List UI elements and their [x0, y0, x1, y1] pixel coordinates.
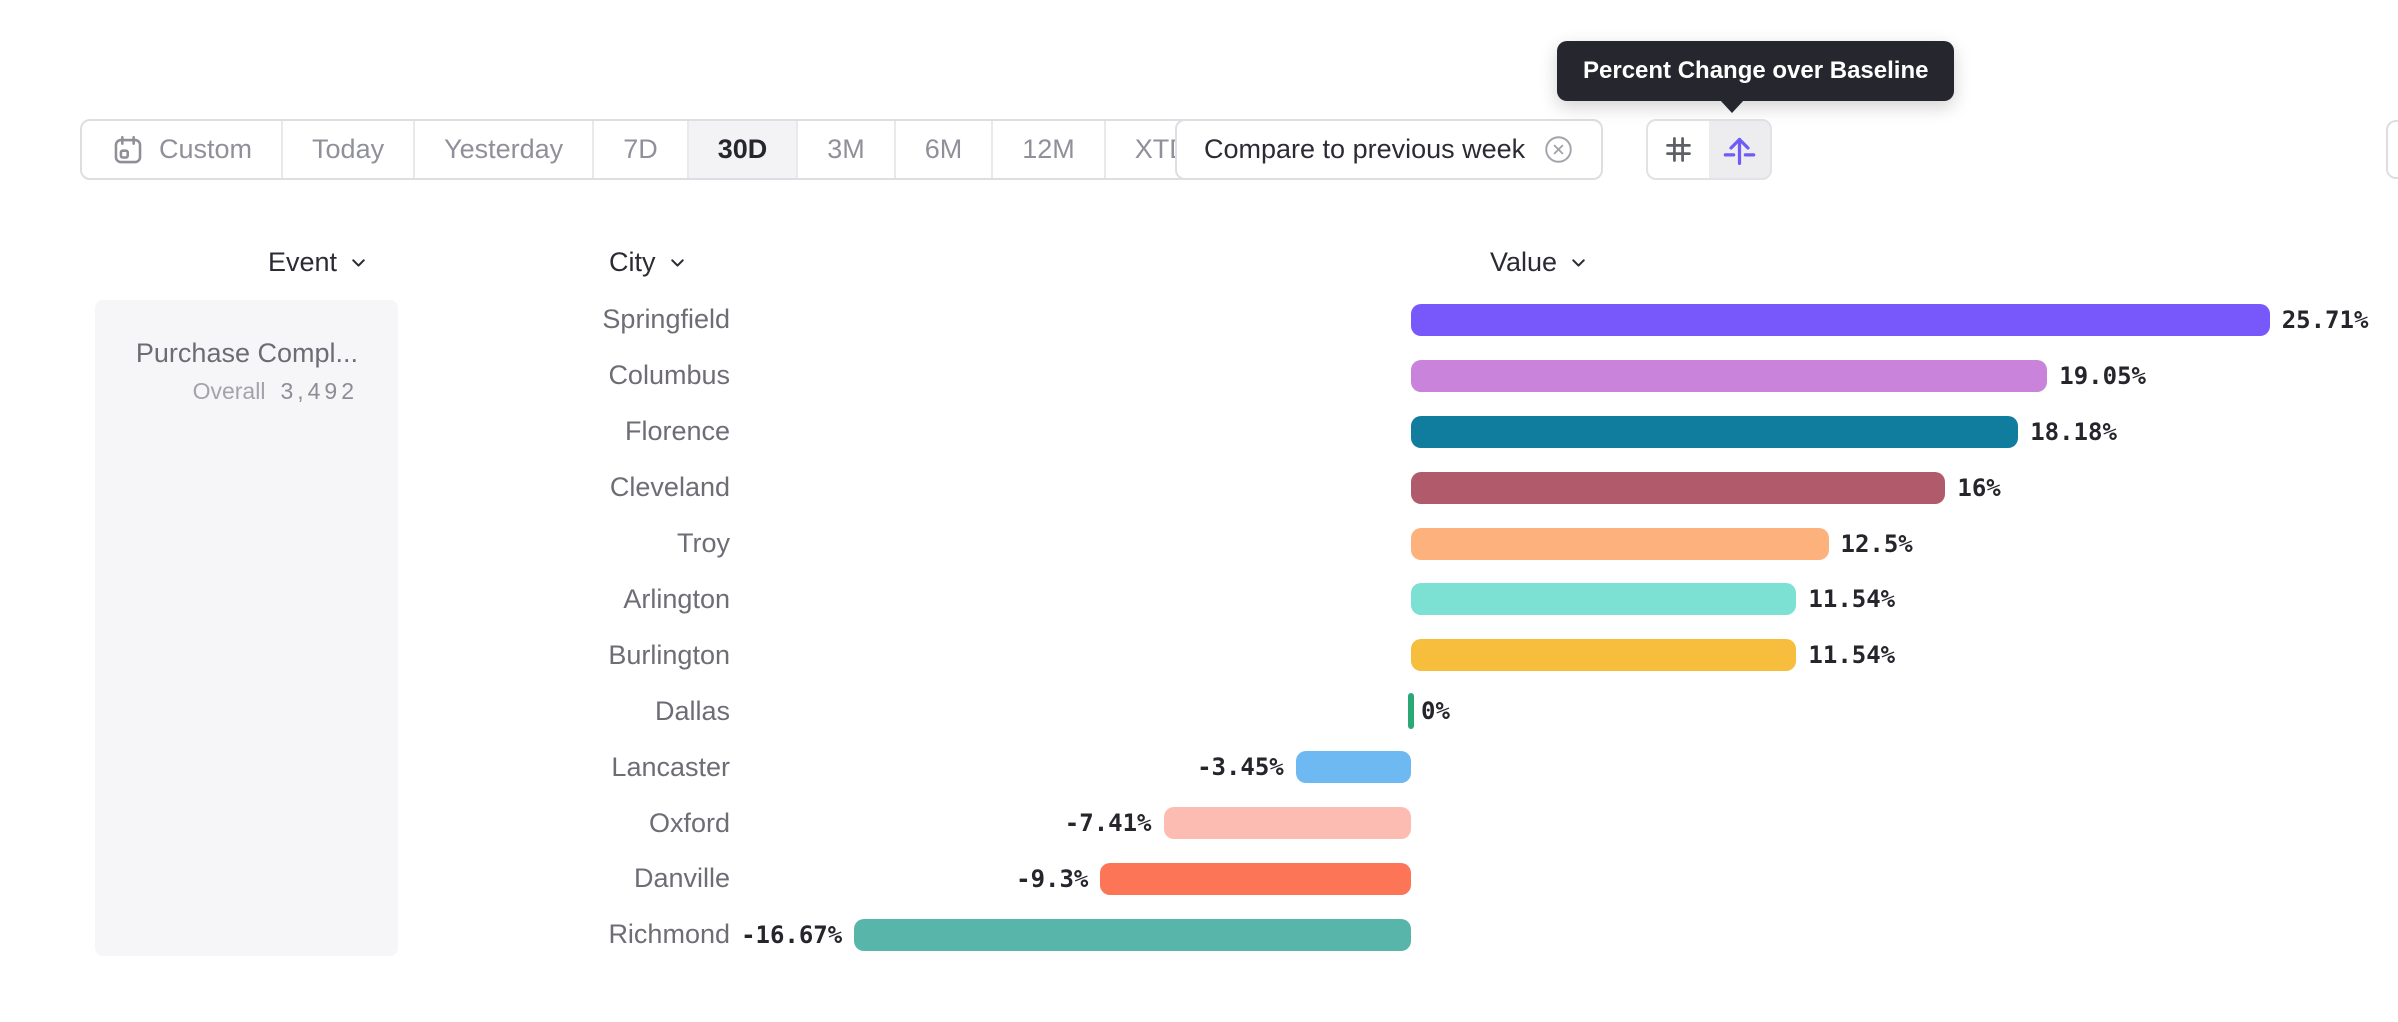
bar-row-lancaster: Lancaster -3.45%: [0, 739, 2398, 795]
date-range-3m[interactable]: 3M: [796, 121, 894, 178]
value-label: 18.18%: [2030, 417, 2117, 446]
city-label: Burlington: [608, 639, 730, 670]
city-label: Cleveland: [609, 472, 730, 503]
date-range-7d[interactable]: 7D: [592, 121, 687, 178]
date-range-label: Today: [312, 134, 385, 164]
date-range-label: 30D: [717, 134, 768, 164]
bar-row-springfield: Springfield 25.71%: [0, 292, 2398, 348]
percent-change-toggle[interactable]: [1709, 121, 1770, 178]
bar-row-florence: Florence 18.18%: [0, 404, 2398, 460]
date-range-toolbar: Custom Today Yesterday 7D 30D 3M 6M 12M XTD: [80, 119, 1255, 180]
city-label: Richmond: [608, 919, 730, 950]
bar-segment[interactable]: [1411, 639, 1797, 672]
bar-segment[interactable]: [1411, 303, 2270, 336]
event-panel[interactable]: Purchase Compl... Overall 3,492: [95, 300, 398, 956]
bar-segment[interactable]: [1411, 359, 2048, 392]
bar-row-oxford: Oxford -7.41%: [0, 795, 2398, 851]
chart-view-toggle: [1646, 119, 1772, 180]
bar-segment[interactable]: [1411, 471, 1946, 504]
date-range-12m[interactable]: 12M: [991, 121, 1104, 178]
event-name: Purchase Compl...: [135, 338, 358, 368]
bar-segment[interactable]: [1100, 862, 1411, 895]
chevron-down-icon: [670, 258, 684, 267]
bar-row-cleveland: Cleveland 16%: [0, 460, 2398, 516]
calendar-icon: [111, 133, 145, 167]
date-range-6m[interactable]: 6M: [893, 121, 992, 178]
value-label: 11.54%: [1808, 641, 1896, 670]
bar-row-danville: Danville -9.3%: [0, 851, 2398, 907]
bar-segment[interactable]: [1163, 807, 1411, 840]
city-label: Danville: [633, 863, 730, 894]
compare-button[interactable]: Compare to previous week: [1175, 119, 1604, 180]
value-label: -16.67%: [741, 920, 843, 949]
event-overall: Overall 3,492: [95, 378, 358, 405]
value-label: -9.3%: [1016, 864, 1089, 893]
chevron-down-icon: [352, 258, 365, 267]
city-label: Troy: [677, 528, 730, 559]
tooltip-text: Percent Change over Baseline: [1583, 57, 1929, 84]
value-label: 19.05%: [2059, 361, 2146, 390]
bar-row-arlington: Arlington 11.54%: [0, 572, 2398, 628]
date-range-label: 3M: [827, 134, 865, 164]
date-range-label: 6M: [924, 134, 963, 164]
column-header-event[interactable]: Event: [268, 244, 369, 280]
hash-icon: [1661, 132, 1696, 167]
clipped-button[interactable]: [2386, 120, 2398, 179]
bar-row-dallas: Dallas 0%: [0, 683, 2398, 739]
date-range-label: Custom: [159, 134, 253, 164]
tooltip: Percent Change over Baseline: [1557, 41, 1955, 113]
city-label: Dallas: [654, 695, 730, 726]
bar-segment[interactable]: [1411, 415, 2019, 448]
value-label: 16%: [1957, 473, 2001, 502]
date-range-30d[interactable]: 30D: [686, 121, 797, 178]
absolute-values-toggle[interactable]: [1648, 121, 1709, 178]
value-label: 12.5%: [1840, 529, 1913, 558]
bar-chart: Springfield 25.71% Columbus 19.05% Florence 1…: [0, 292, 2398, 964]
bar-row-columbus: Columbus 19.05%: [0, 348, 2398, 404]
city-label: Springfield: [602, 304, 730, 335]
event-header-label: Event: [268, 246, 338, 277]
city-label: Lancaster: [611, 751, 730, 782]
overall-value: 3,492: [280, 378, 358, 404]
date-range-yesterday[interactable]: Yesterday: [413, 121, 592, 178]
city-label: Columbus: [608, 360, 730, 391]
city-label: Arlington: [623, 583, 730, 614]
value-header-label: Value: [1490, 246, 1558, 277]
value-label: 11.54%: [1808, 585, 1896, 614]
city-label: Oxford: [648, 807, 730, 838]
value-label: 25.71%: [2281, 305, 2369, 334]
bar-row-burlington: Burlington 11.54%: [0, 627, 2398, 683]
city-label: Florence: [624, 416, 730, 447]
compare-label: Compare to previous week: [1204, 134, 1526, 164]
column-header-value[interactable]: Value: [1490, 244, 1589, 280]
tooltip-caret: [1720, 100, 1744, 113]
city-header-label: City: [609, 246, 656, 277]
value-label: -7.41%: [1064, 809, 1152, 838]
bar-segment[interactable]: [854, 918, 1411, 951]
value-label: 0%: [1421, 697, 1450, 726]
date-range-label: Yesterday: [444, 134, 564, 164]
bar-row-troy: Troy 12.5%: [0, 516, 2398, 572]
baseline-arrow-icon: [1721, 131, 1758, 168]
bar-segment[interactable]: [1411, 583, 1797, 616]
bar-segment[interactable]: [1295, 751, 1411, 784]
column-header-city[interactable]: City: [609, 244, 688, 280]
date-range-today[interactable]: Today: [281, 121, 413, 178]
remove-compare-icon[interactable]: [1543, 134, 1574, 165]
value-label: -3.45%: [1197, 753, 1284, 782]
zero-baseline-tick[interactable]: [1408, 693, 1414, 730]
overall-label: Overall: [192, 378, 266, 404]
bar-row-richmond: Richmond -16.67%: [0, 907, 2398, 963]
date-range-label: 12M: [1022, 134, 1075, 164]
date-range-custom[interactable]: Custom: [82, 121, 281, 178]
date-range-label: 7D: [623, 134, 658, 164]
bar-segment[interactable]: [1411, 527, 1829, 560]
chevron-down-icon: [1572, 258, 1585, 267]
